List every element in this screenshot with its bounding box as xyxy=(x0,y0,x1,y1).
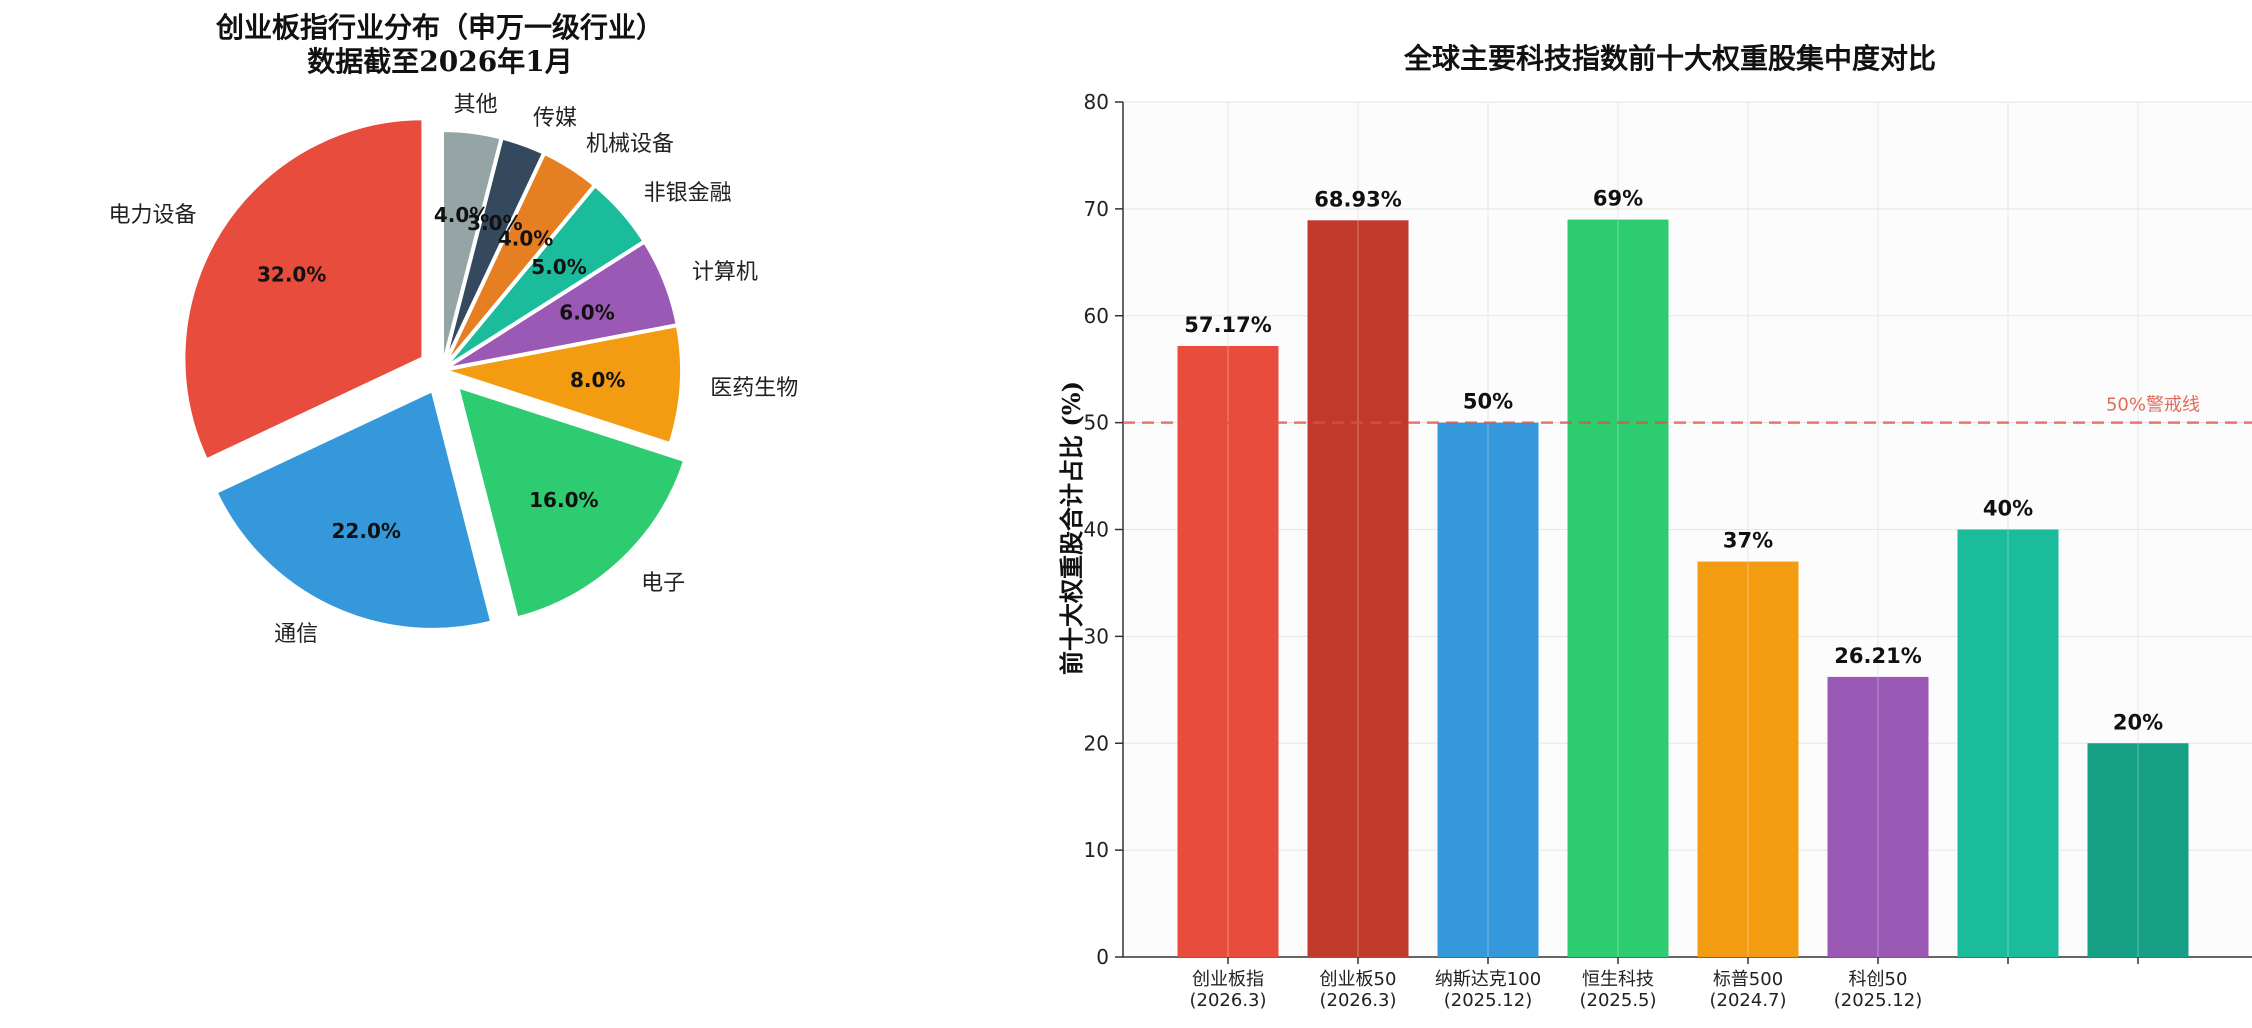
y-tick-label: 80 xyxy=(1084,90,1109,114)
x-tick-label-6: (2025.12) xyxy=(1834,990,1922,1011)
slice-category-label-1: 电力设备 xyxy=(108,203,196,228)
y-axis-label: 前十大权重股合计占比 (%) xyxy=(1057,381,1086,675)
bar-8 xyxy=(2087,743,2189,957)
slice-category-label-9: 其他 xyxy=(454,92,498,117)
bar-value-label-1: 57.17% xyxy=(1184,313,1271,337)
bar-value-label-6: 26.21% xyxy=(1834,644,1921,668)
axes: 01020304050607080创业板指(2026.3)创业板50(2026.… xyxy=(1084,90,2252,1011)
x-tick-label-3: (2025.12) xyxy=(1444,990,1532,1011)
bars: 57.17% 68.93% 50% 69% 37% 26.21% 40% 20% xyxy=(1177,187,2189,958)
x-tick-label-3: 纳斯达克100 xyxy=(1435,969,1541,990)
bar-value-label-2: 68.93% xyxy=(1314,187,1401,211)
bar-2 xyxy=(1307,220,1409,958)
x-tick-label-1: (2026.3) xyxy=(1189,990,1266,1011)
bar-value-label-7: 40% xyxy=(1983,497,2033,521)
pie-labels: 32.0% 电力设备 22.0% 通信 16.0% 电子 8.0% 医药生物 6.0% 计算机 5.… xyxy=(108,92,798,647)
y-tick-label: 0 xyxy=(1096,945,1109,969)
x-tick-label-5: (2024.7) xyxy=(1709,990,1786,1011)
bar-value-label-4: 69% xyxy=(1593,187,1643,211)
x-tick-label-4: (2025.5) xyxy=(1579,990,1656,1011)
y-tick-label: 70 xyxy=(1084,197,1109,221)
slice-category-label-4: 医药生物 xyxy=(710,376,798,401)
bar-chart-panel: 全球主要科技指数前十大权重股集中度对比 前十大权重股合计占比 (%) 0 10 20… xyxy=(1020,0,2252,1028)
pie-slice-2 xyxy=(213,387,495,632)
bar-value-label-3: 50% xyxy=(1463,390,1513,414)
pie-slice-9 xyxy=(440,128,504,372)
y-tick-label: 50 xyxy=(1084,411,1109,435)
x-tick-label-4: 恒生科技 xyxy=(1582,969,1654,990)
slice-percent-label-3: 16.0% xyxy=(529,488,598,512)
bar-value-label-8: 20% xyxy=(2113,710,2163,734)
pie-chart-panel: 创业板指行业分布（申万一级行业） 数据截至2026年1月 32.0% 电力设备 22… xyxy=(0,0,1020,1028)
slice-category-label-5: 计算机 xyxy=(692,260,758,285)
reference-line-label: 50%警戒线 xyxy=(2106,395,2200,416)
y-tick-label: 10 xyxy=(1084,838,1109,862)
bar-value-label-5: 37% xyxy=(1723,529,1773,553)
reference-line-group: 50%警戒线 xyxy=(1123,395,2252,424)
x-tick-label-1: 创业板指 xyxy=(1192,969,1264,990)
slice-percent-label-9: 4.0% xyxy=(434,203,489,227)
slice-percent-label-2: 22.0% xyxy=(332,519,401,543)
bar-1 xyxy=(1177,345,1279,958)
slice-percent-label-6: 5.0% xyxy=(531,255,586,279)
slice-category-label-3: 电子 xyxy=(641,571,685,596)
bar-6 xyxy=(1827,676,1929,957)
slice-category-label-8: 传媒 xyxy=(533,106,577,131)
pie-slice-3 xyxy=(455,384,688,621)
slice-percent-label-1: 32.0% xyxy=(257,263,326,287)
bar-chart-title: 全球主要科技指数前十大权重股集中度对比 xyxy=(1403,42,1936,75)
pie-chart: 创业板指行业分布（申万一级行业） 数据截至2026年1月 32.0% 电力设备 22… xyxy=(108,11,798,647)
pie-slice-1 xyxy=(181,116,426,463)
slice-percent-label-7: 4.0% xyxy=(498,226,553,250)
bar-3 xyxy=(1437,422,1539,957)
y-tick-label: 20 xyxy=(1084,731,1109,755)
y-tick-label: 30 xyxy=(1084,624,1109,648)
slice-category-label-6: 非银金融 xyxy=(644,181,732,206)
slice-percent-label-8: 3.0% xyxy=(467,211,522,235)
x-tick-label-2: (2026.3) xyxy=(1319,990,1396,1011)
y-tick-label: 60 xyxy=(1084,304,1109,328)
bar-7 xyxy=(1957,529,2059,957)
slice-category-label-2: 通信 xyxy=(274,622,318,647)
x-tick-label-5: 标普500 xyxy=(1713,969,1783,990)
pie-slice-4 xyxy=(440,323,684,447)
pie-chart-subtitle: 数据截至2026年1月 xyxy=(307,45,572,78)
pie-chart-title: 创业板指行业分布（申万一级行业） xyxy=(215,11,664,44)
pie-slices xyxy=(181,116,688,632)
x-tick-label-6: 科创50 xyxy=(1849,969,1908,990)
bar-chart: 全球主要科技指数前十大权重股集中度对比 前十大权重股合计占比 (%) 0 10 20… xyxy=(1057,42,2252,1011)
bar-5 xyxy=(1697,561,1799,957)
y-tick-label: 40 xyxy=(1084,518,1109,542)
bar-4 xyxy=(1567,219,1669,957)
slice-percent-label-4: 8.0% xyxy=(570,368,625,392)
slice-percent-label-5: 6.0% xyxy=(559,301,614,325)
slice-category-label-7: 机械设备 xyxy=(586,132,674,157)
x-tick-label-2: 创业板50 xyxy=(1320,969,1397,990)
